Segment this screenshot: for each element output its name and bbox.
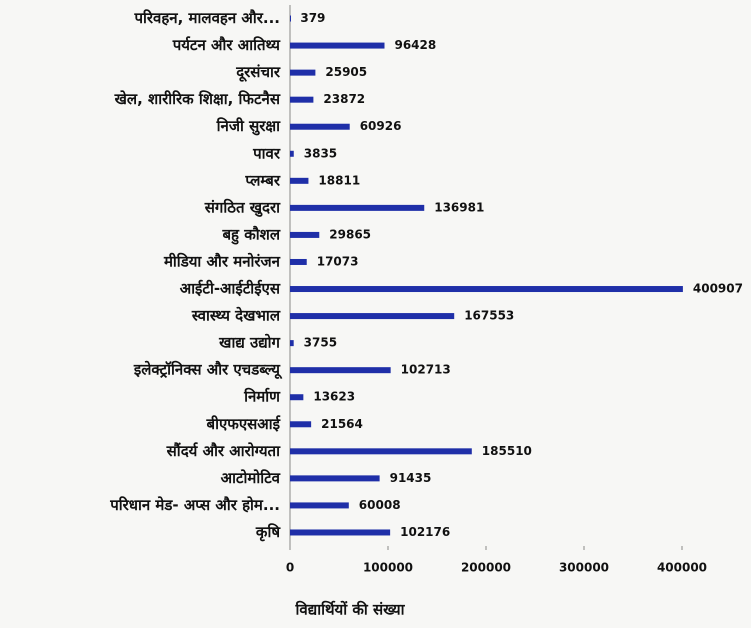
x-tick-label: 200000 bbox=[461, 561, 511, 575]
bar bbox=[290, 475, 380, 482]
bar bbox=[290, 231, 320, 238]
data-label: 96428 bbox=[394, 38, 436, 52]
y-tick-label: निर्माण bbox=[243, 388, 281, 406]
y-tick-label: मीडिया और मनोरंजन bbox=[163, 252, 281, 270]
data-label: 400907 bbox=[693, 282, 743, 296]
data-label: 91435 bbox=[390, 471, 432, 485]
data-label: 102713 bbox=[401, 363, 451, 377]
data-label: 167553 bbox=[464, 309, 514, 323]
bar bbox=[290, 42, 385, 49]
bar bbox=[290, 313, 455, 320]
bar bbox=[290, 421, 312, 428]
bar bbox=[290, 123, 350, 130]
data-label: 25905 bbox=[325, 65, 367, 79]
y-tick-label: कृषि bbox=[255, 523, 281, 542]
y-tick-label: इलेक्ट्रॉनिक्स और एचडब्ल्यू bbox=[133, 361, 283, 380]
data-label: 13623 bbox=[313, 390, 355, 404]
data-label: 3835 bbox=[304, 146, 337, 160]
bar bbox=[290, 448, 472, 455]
bar bbox=[290, 258, 307, 265]
bar bbox=[290, 204, 425, 211]
y-tick-label: पावर bbox=[252, 144, 281, 162]
bar bbox=[290, 529, 391, 536]
y-tick-label: पर्यटन और आतिथ्य bbox=[172, 36, 282, 54]
bar bbox=[290, 15, 291, 22]
bar bbox=[290, 286, 683, 293]
data-label: 23872 bbox=[323, 92, 365, 106]
bar bbox=[290, 177, 309, 184]
data-label: 60926 bbox=[360, 119, 402, 133]
x-tick-label: 300000 bbox=[559, 561, 609, 575]
bar bbox=[290, 69, 316, 76]
x-tick-label: 0 bbox=[286, 561, 294, 575]
y-tick-label: परिधान मेड- अप्स और होम... bbox=[109, 496, 280, 514]
bar bbox=[290, 367, 391, 374]
y-tick-label: खाद्य उद्योग bbox=[218, 334, 280, 352]
y-tick-label: प्लम्बर bbox=[244, 171, 281, 189]
y-tick-label: दूरसंचार bbox=[235, 63, 281, 82]
data-label: 21564 bbox=[321, 417, 363, 431]
data-label: 379 bbox=[300, 11, 325, 25]
bar bbox=[290, 340, 294, 347]
y-tick-label: आटोमोटिव bbox=[221, 469, 281, 487]
y-tick-label: सौंदर्य और आरोग्यता bbox=[166, 442, 281, 460]
y-tick-label: बहु कौशल bbox=[221, 225, 280, 245]
x-axis-label: विद्यार्थियों की संख्या bbox=[295, 601, 406, 619]
data-label: 102176 bbox=[400, 525, 450, 539]
data-label: 29865 bbox=[329, 227, 371, 241]
bar bbox=[290, 96, 314, 103]
data-label: 60008 bbox=[359, 498, 401, 512]
data-label: 3755 bbox=[304, 336, 337, 350]
x-tick-label: 100000 bbox=[363, 561, 413, 575]
data-label: 18811 bbox=[318, 173, 360, 187]
data-label: 17073 bbox=[317, 254, 359, 268]
bar bbox=[290, 502, 349, 509]
y-tick-label: संगठित खुदरा bbox=[204, 198, 281, 217]
y-tick-label: बीएफएसआई bbox=[206, 415, 281, 433]
x-tick-label: 400000 bbox=[657, 561, 707, 575]
y-tick-label: आईटी-आईटीईएस bbox=[180, 280, 281, 298]
bar bbox=[290, 150, 294, 157]
y-tick-label: खेल, शारीरिक शिक्षा, फिटनैस bbox=[114, 90, 281, 108]
bar bbox=[290, 394, 304, 401]
y-tick-label: स्वास्थ्य देखभाल bbox=[191, 307, 281, 325]
y-tick-label: निजी सुरक्षा bbox=[216, 117, 281, 136]
y-tick-label: परिवहन, मालवहन और... bbox=[133, 9, 280, 27]
data-label: 185510 bbox=[482, 444, 532, 458]
data-label: 136981 bbox=[434, 200, 484, 214]
